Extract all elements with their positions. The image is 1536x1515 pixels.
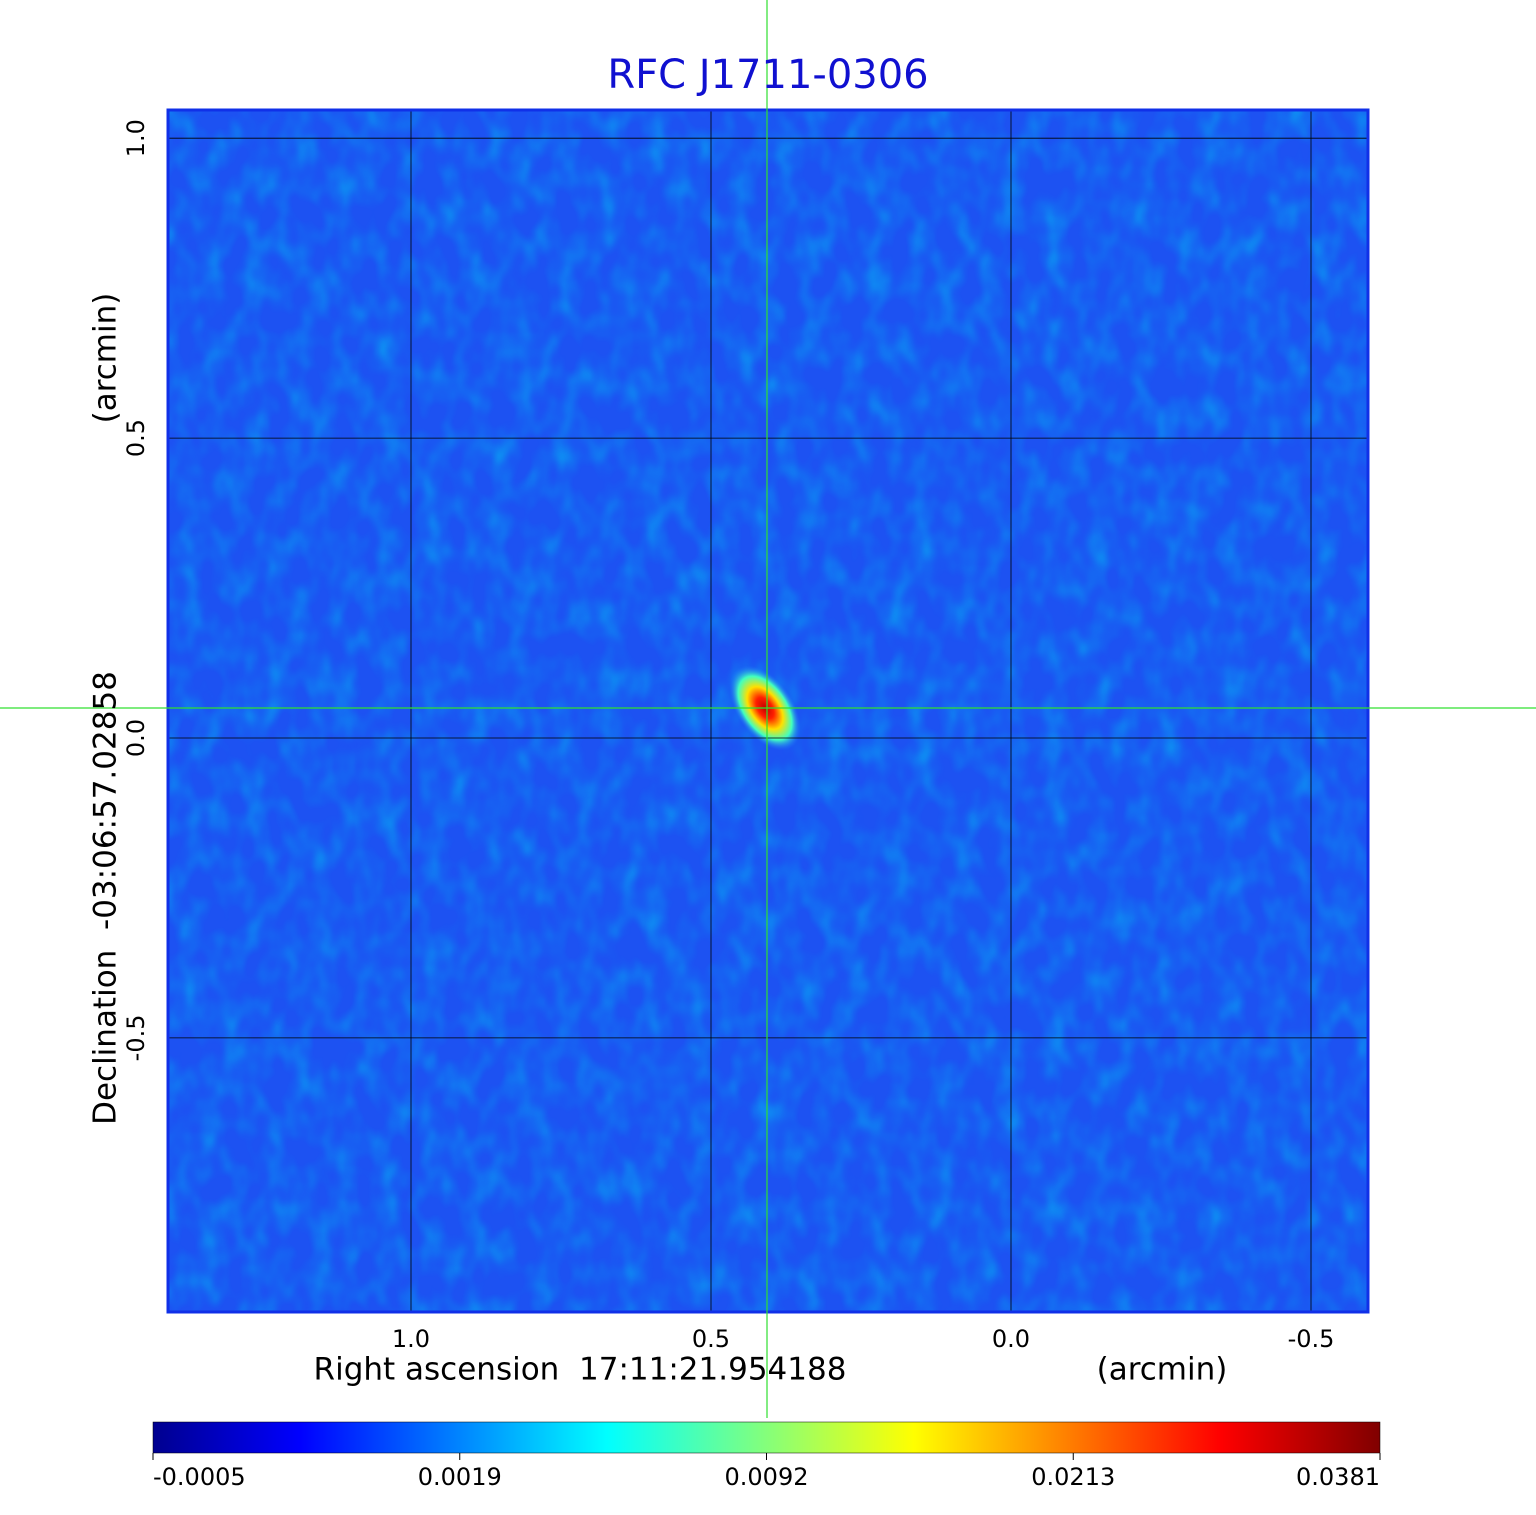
y-axis-label: Declination -03:06:57.02858 [88, 671, 124, 1125]
y-tick-label: -0.5 [122, 1014, 150, 1061]
grid [168, 110, 1368, 1312]
colorbar [152, 1421, 1381, 1454]
chart-title: RFC J1711-0306 [607, 52, 928, 98]
colorbar-tick-label: 0.0381 [1296, 1463, 1380, 1491]
x-tick-label: 0.0 [992, 1325, 1030, 1353]
x-axis-unit: (arcmin) [1097, 1352, 1228, 1388]
y-tick-label: 0.0 [122, 719, 150, 757]
x-axis-label: Right ascension 17:11:21.954188 [314, 1352, 847, 1388]
plot-frame [166, 108, 1370, 1314]
colorbar-tick-label: 0.0092 [725, 1463, 809, 1491]
colorbar-tick-label: 0.0019 [418, 1463, 502, 1491]
y-tick-label: 1.0 [122, 119, 150, 157]
x-tick-label: -0.5 [1288, 1325, 1335, 1353]
x-tick-label: 1.0 [392, 1325, 430, 1353]
colorbar-tick-label: -0.0005 [153, 1463, 246, 1491]
x-tick-label: 0.5 [692, 1325, 730, 1353]
y-axis-unit: (arcmin) [88, 293, 124, 424]
y-tick-label: 0.5 [122, 419, 150, 457]
colorbar-tick-label: 0.0213 [1031, 1463, 1115, 1491]
